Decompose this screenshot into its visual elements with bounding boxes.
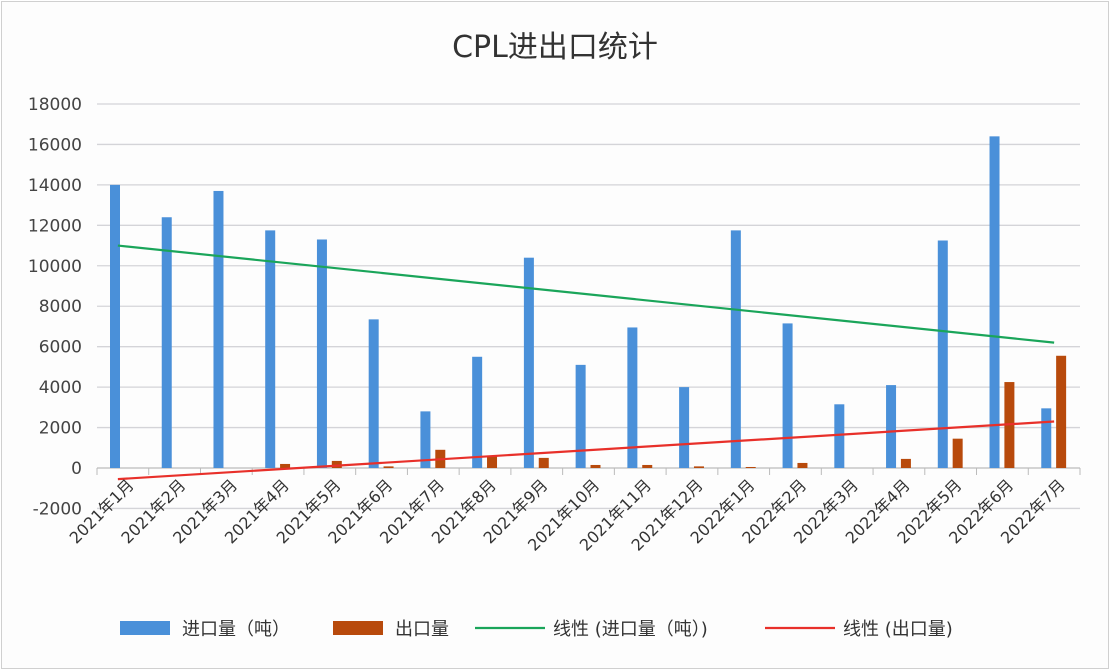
- y-tick-label: 6000: [39, 338, 82, 358]
- import-bar: [730, 230, 741, 468]
- import-bar: [627, 327, 638, 468]
- import-bar: [110, 184, 120, 468]
- import-bar: [420, 411, 431, 468]
- import-bar: [989, 136, 1000, 468]
- export-bar: [797, 462, 808, 468]
- legend-label: 进口量（吨）: [182, 619, 290, 640]
- import-bar: [1041, 408, 1052, 468]
- legend-swatch: [333, 621, 383, 635]
- import-bar: [265, 230, 276, 468]
- export-bar: [745, 466, 756, 468]
- y-tick-label: 14000: [28, 176, 82, 196]
- y-tick-label: -2000: [33, 499, 82, 519]
- export-bar: [900, 458, 911, 468]
- legend-swatch: [120, 621, 170, 635]
- export-bar: [331, 460, 342, 468]
- export-trendline: [117, 420, 1055, 481]
- import-bar: [472, 356, 483, 468]
- export-bar: [952, 438, 963, 468]
- y-tick-label: 4000: [39, 378, 82, 398]
- import-bar: [316, 239, 327, 468]
- import-bar: [368, 319, 379, 468]
- import-bar: [886, 385, 897, 468]
- legend-label: 线性 (进口量（吨）): [553, 619, 708, 640]
- export-bar: [1056, 355, 1067, 468]
- export-bar: [642, 464, 653, 468]
- export-bar: [693, 466, 704, 468]
- chart-title: CPL进出口统计: [452, 30, 658, 65]
- import-bar: [161, 217, 172, 468]
- import-bar: [782, 323, 793, 468]
- import-trendline: [117, 244, 1055, 344]
- export-bar: [383, 466, 394, 468]
- export-bar: [590, 464, 601, 468]
- import-bar: [213, 190, 224, 468]
- import-bar: [523, 257, 534, 468]
- export-bar: [538, 457, 549, 468]
- y-tick-label: 12000: [28, 216, 82, 236]
- import-bar: [834, 404, 845, 468]
- legend-label: 线性 (出口量): [843, 619, 953, 640]
- legend-label: 出口量: [395, 619, 449, 640]
- y-tick-label: 16000: [28, 135, 82, 155]
- export-bar: [487, 455, 498, 468]
- import-bar: [679, 387, 690, 468]
- import-bar: [937, 240, 948, 468]
- export-bar: [280, 463, 291, 468]
- y-tick-label: 18000: [28, 95, 82, 115]
- import-bar: [575, 364, 586, 468]
- y-tick-label: 0: [71, 459, 82, 479]
- y-tick-label: 8000: [39, 297, 82, 317]
- y-tick-label: 2000: [39, 419, 82, 439]
- y-tick-label: 10000: [28, 257, 82, 277]
